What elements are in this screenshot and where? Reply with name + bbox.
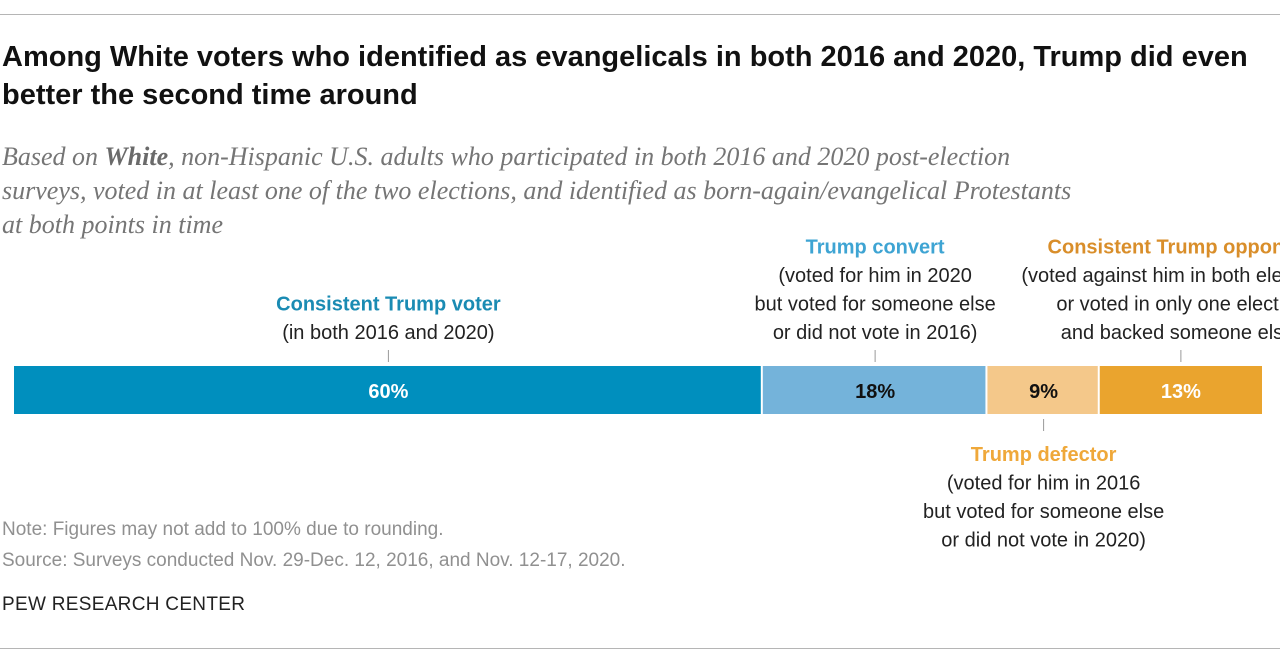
annotation-note-trump-convert: but voted for someone else — [754, 294, 995, 316]
annotation-note-trump-defector: (voted for him in 2016 — [947, 473, 1140, 495]
annotation-note-trump-convert: or did not vote in 2016) — [773, 322, 978, 344]
bar-segment-trump-defector — [987, 366, 1098, 414]
data-label-trump-defector: 9% — [1029, 381, 1058, 403]
subtitle-line-1-post: , non-Hispanic U.S. adults who participa… — [168, 142, 1011, 171]
bar-segment-consistent-trump-opponent — [1099, 366, 1262, 414]
bar-segment-consistent-trump-voter — [14, 366, 761, 414]
annotation-note-consistent-trump-opponent: or voted in only one election — [1056, 294, 1280, 316]
data-label-consistent-trump-opponent: 13% — [1161, 381, 1201, 403]
bar-segment-trump-convert — [762, 366, 986, 414]
annotation-note-consistent-trump-opponent: (voted against him in both elections, — [1021, 265, 1280, 287]
annotation-name-trump-convert: Trump convert — [806, 237, 945, 259]
chart-title: Among White voters who identified as eva… — [2, 41, 1248, 111]
subtitle-line-1-pre: Based on — [2, 142, 105, 171]
annotation-note-trump-defector: or did not vote in 2020) — [941, 530, 1146, 552]
top-rule — [0, 14, 1280, 15]
chart-subtitle: Based on White, non-Hispanic U.S. adults… — [2, 140, 1280, 242]
credit: PEW RESEARCH CENTER — [2, 594, 246, 615]
subtitle-line-1-bold: White — [104, 142, 169, 171]
annotation-note-trump-defector: but voted for someone else — [923, 501, 1164, 523]
chart-source: Source: Surveys conducted Nov. 29-Dec. 1… — [2, 550, 626, 571]
annotation-name-consistent-trump-voter: Consistent Trump voter — [276, 294, 501, 316]
subtitle-line-2: surveys, voted in at least one of the tw… — [2, 176, 1072, 205]
subtitle-line-3: at both points in time — [2, 210, 223, 239]
chart-note: Note: Figures may not add to 100% due to… — [2, 519, 444, 540]
annotation-note-trump-convert: (voted for him in 2020 — [778, 265, 971, 287]
annotation-note-consistent-trump-voter: (in both 2016 and 2020) — [282, 322, 494, 344]
data-label-consistent-trump-voter: 60% — [368, 381, 408, 403]
data-label-trump-convert: 18% — [855, 381, 895, 403]
annotation-note-consistent-trump-opponent: and backed someone else) — [1061, 322, 1280, 344]
annotation-name-trump-defector: Trump defector — [971, 444, 1117, 466]
annotation-name-consistent-trump-opponent: Consistent Trump opponent — [1048, 237, 1280, 259]
subtitle-line-1: Based on White, non-Hispanic U.S. adults… — [2, 140, 1280, 174]
bottom-rule — [0, 648, 1280, 649]
